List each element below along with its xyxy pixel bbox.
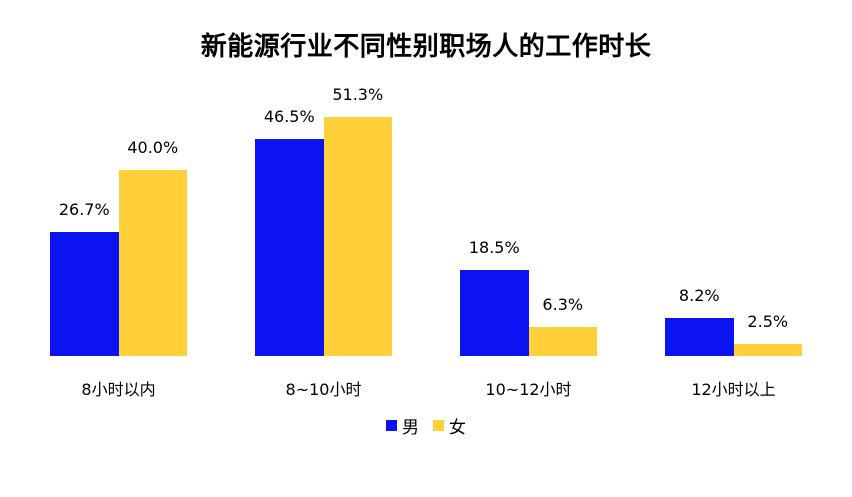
legend-swatch-icon bbox=[433, 420, 444, 431]
bar-female bbox=[528, 326, 597, 356]
data-label: 2.5% bbox=[747, 312, 789, 332]
category-label: 8小时以内 bbox=[81, 380, 156, 399]
bar-male bbox=[460, 269, 529, 356]
legend-item-male: 男 bbox=[386, 413, 419, 438]
data-label: 51.3% bbox=[332, 85, 384, 104]
legend-swatch-icon bbox=[386, 420, 397, 431]
bar-female bbox=[323, 117, 392, 356]
data-label: 26.7% bbox=[58, 199, 110, 219]
category-label: 10~12小时 bbox=[485, 380, 572, 399]
data-label: 40.0% bbox=[127, 137, 179, 157]
legend: 男女 bbox=[0, 413, 852, 438]
legend-item-female: 女 bbox=[433, 413, 466, 438]
bar-female bbox=[118, 169, 187, 356]
bar-female bbox=[733, 344, 802, 356]
legend-label: 女 bbox=[449, 418, 466, 438]
category-label: 12小时以上 bbox=[691, 380, 776, 399]
data-label: 6.3% bbox=[542, 294, 584, 314]
legend-label: 男 bbox=[402, 418, 419, 438]
bar-male bbox=[665, 317, 734, 356]
chart-title: 新能源行业不同性别职场人的工作时长 bbox=[200, 32, 652, 62]
data-label: 8.2% bbox=[678, 285, 720, 305]
category-label: 8~10小时 bbox=[285, 380, 362, 399]
data-label: 46.5% bbox=[263, 107, 315, 127]
bar-male bbox=[255, 139, 324, 356]
bar-male bbox=[50, 231, 119, 356]
data-label: 18.5% bbox=[468, 237, 520, 257]
